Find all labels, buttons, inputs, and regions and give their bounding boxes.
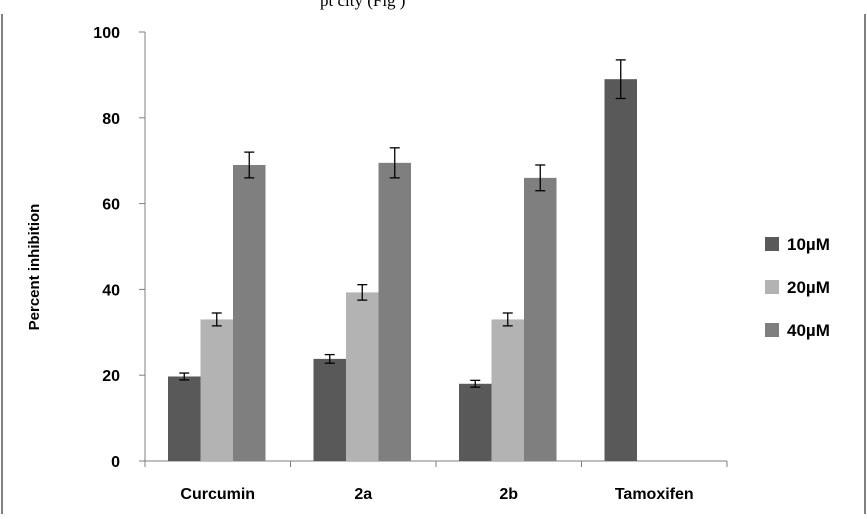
bar [459, 383, 492, 461]
y-tick-label: 60 [102, 197, 120, 214]
bar [378, 162, 411, 461]
y-tick-label: 100 [93, 25, 120, 42]
page-text-fragment: pt city (Fig ) [0, 0, 867, 14]
bar [168, 376, 201, 461]
legend: 10µM 20µM 40µM [765, 235, 830, 340]
bar [346, 292, 379, 461]
legend-label: 20µM [787, 278, 830, 297]
bar [313, 358, 346, 461]
y-tick-label: 80 [102, 111, 120, 128]
bar [524, 177, 557, 462]
y-tick-label: 0 [111, 454, 120, 471]
page-text-fragment-text: pt city (Fig ) [320, 0, 406, 10]
legend-swatch [765, 323, 779, 337]
legend-label: 40µM [787, 321, 830, 340]
legend-label: 10µM [787, 235, 830, 254]
y-axis-label: Percent inhibition [26, 204, 43, 331]
y-tick-label: 40 [102, 282, 120, 299]
x-axis: Curcumin 2a 2b Tamoxifen [144, 460, 728, 503]
x-tick-label: Tamoxifen [615, 486, 694, 503]
legend-swatch [765, 280, 779, 294]
x-tick-label: Curcumin [180, 486, 255, 503]
y-axis: 0 20 40 60 80 100 [93, 25, 146, 471]
y-tick-label: 20 [102, 368, 120, 385]
bar [233, 164, 266, 462]
bar [200, 319, 233, 461]
x-tick-label: 2b [499, 486, 518, 503]
bars-group [168, 79, 637, 462]
bar [491, 319, 524, 461]
legend-swatch [765, 237, 779, 251]
error-bars-group [179, 59, 626, 388]
x-tick-label: 2a [354, 486, 372, 503]
bar [604, 79, 637, 461]
